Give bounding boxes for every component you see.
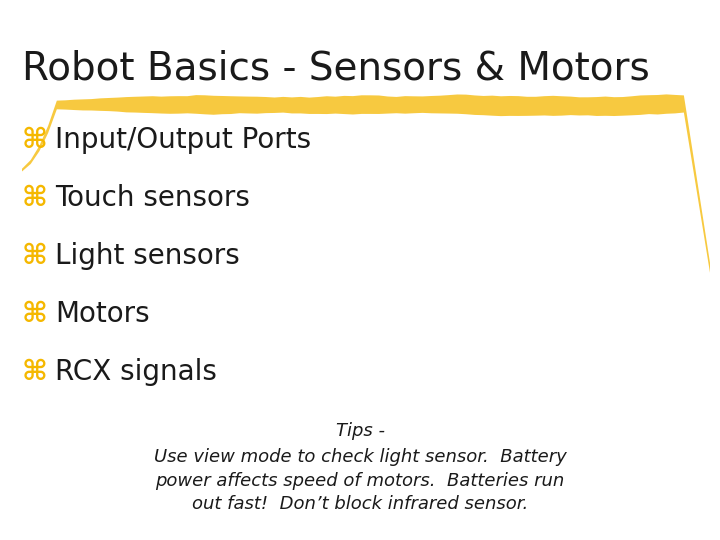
Text: Use view mode to check light sensor.  Battery
power affects speed of motors.  Ba: Use view mode to check light sensor. Bat… (153, 448, 567, 513)
Polygon shape (22, 94, 710, 273)
Text: Tips -: Tips - (336, 422, 384, 440)
Text: RCX signals: RCX signals (55, 358, 217, 386)
Text: ⌘: ⌘ (22, 358, 48, 386)
Text: Robot Basics - Sensors & Motors: Robot Basics - Sensors & Motors (22, 50, 649, 88)
Text: Touch sensors: Touch sensors (55, 184, 250, 212)
Text: ⌘: ⌘ (22, 126, 48, 154)
Text: Light sensors: Light sensors (55, 242, 240, 270)
Text: ⌘: ⌘ (22, 300, 48, 328)
Text: ⌘: ⌘ (22, 242, 48, 270)
Text: Motors: Motors (55, 300, 150, 328)
Text: Input/Output Ports: Input/Output Ports (55, 126, 311, 154)
Text: ⌘: ⌘ (22, 184, 48, 212)
